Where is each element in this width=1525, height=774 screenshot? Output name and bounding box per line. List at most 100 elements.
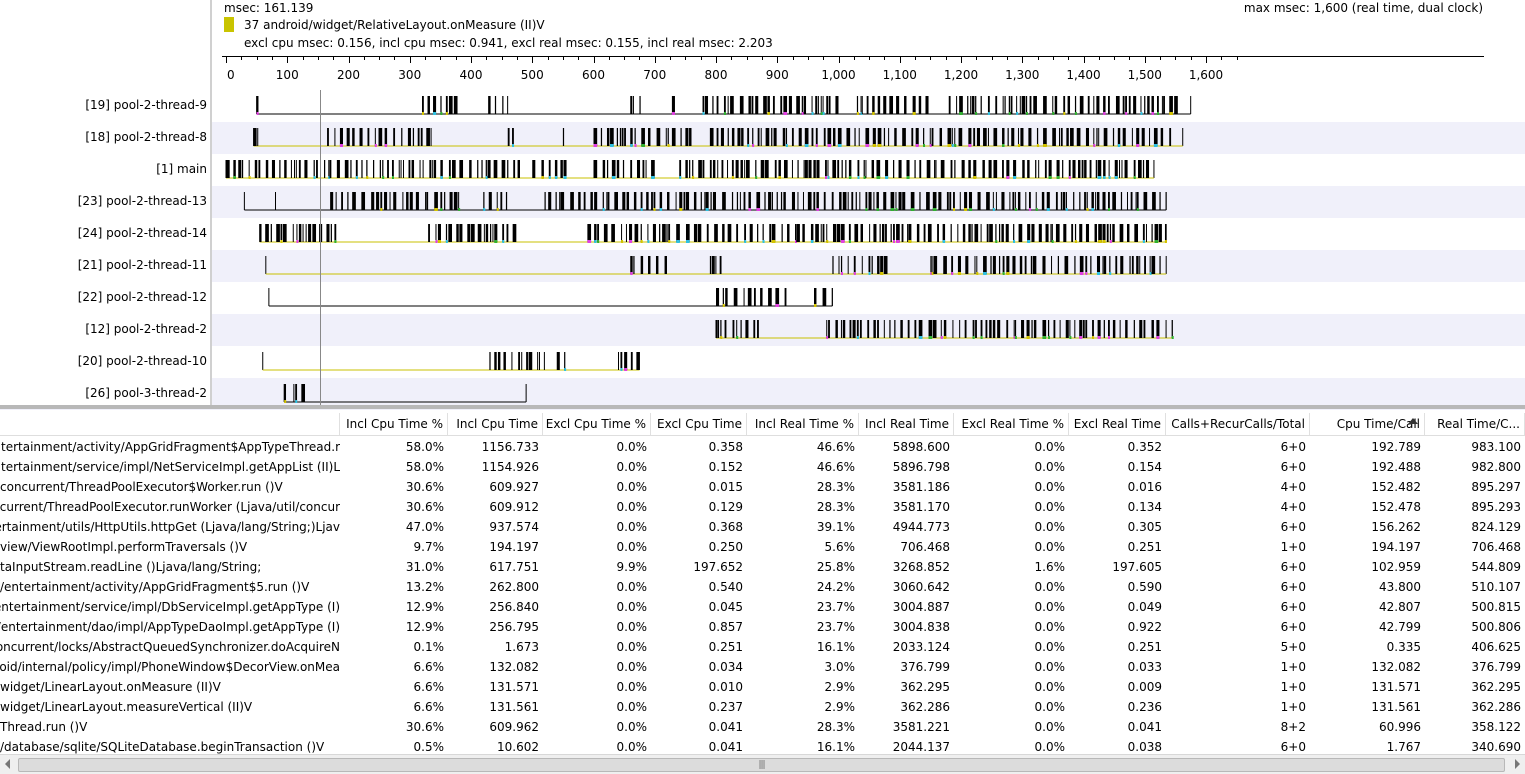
method-name-cell: entertainment/activity/AppGridFragment$A…: [0, 437, 340, 457]
thread-label[interactable]: [19] pool-2-thread-9: [85, 98, 207, 112]
column-header[interactable]: Real Time/C...: [1425, 413, 1525, 435]
scrollbar-thumb[interactable]: |||: [18, 758, 1505, 772]
metric-cell: 156.262: [1371, 520, 1421, 534]
method-call-bar: [709, 160, 712, 178]
thread-label[interactable]: [26] pool-3-thread-2: [85, 386, 207, 400]
method-color-mark: [422, 112, 424, 115]
method-call-bar: [431, 160, 433, 178]
pane-splitter[interactable]: [0, 405, 1525, 409]
table-row[interactable]: entertainment/service/impl/NetServiceImp…: [0, 457, 1525, 477]
thread-label[interactable]: [20] pool-2-thread-10: [77, 354, 207, 368]
thread-row[interactable]: [0, 314, 1525, 346]
thread-label[interactable]: [21] pool-2-thread-11: [77, 258, 207, 272]
timeline-panel[interactable]: [19] pool-2-thread-9 [18] pool-2-thread-8…: [0, 0, 1525, 410]
method-color-mark: [494, 240, 498, 243]
method-color-mark: [587, 240, 592, 243]
column-header[interactable]: Excl Cpu Time: [651, 413, 747, 435]
method-call-bar: [988, 160, 992, 178]
method-call-bar: [640, 256, 644, 274]
table-row[interactable]: taInputStream.readLine ()Ljava/lang/Stri…: [0, 557, 1525, 577]
thread-row[interactable]: [0, 218, 1525, 250]
table-row[interactable]: Thread.run ()V 30.6% 609.962 0.0% 0.041 28.3%…: [0, 717, 1525, 737]
method-call-bar: [721, 160, 724, 178]
method-call-bar: [477, 224, 482, 242]
thread-row[interactable]: [0, 250, 1525, 282]
method-call-bar: [848, 224, 851, 242]
metric-cell: 1+0: [1280, 540, 1306, 554]
table-row[interactable]: /entertainment/activity/AppGridFragment$…: [0, 577, 1525, 597]
method-call-bar: [511, 352, 513, 370]
table-row[interactable]: concurrent/ThreadPoolExecutor.runWorker …: [0, 497, 1525, 517]
column-divider[interactable]: [210, 0, 212, 405]
method-call-bar: [859, 320, 862, 338]
time-ruler[interactable]: 0 100 200 300 400 500 600 700 800 900 1,000 1,100 1,…: [222, 56, 1484, 86]
column-header[interactable]: Excl Cpu Time %: [543, 413, 651, 435]
method-color-mark: [1136, 208, 1139, 211]
table-row[interactable]: widget/LinearLayout.onMeasure (II)V 6.6% 1…: [0, 677, 1525, 697]
method-call-bar: [1145, 160, 1150, 178]
table-row[interactable]: widget/LinearLayout.measureVertical (II)…: [0, 697, 1525, 717]
column-header[interactable]: Incl Real Time %: [747, 413, 859, 435]
thread-label[interactable]: [18] pool-2-thread-8: [85, 130, 207, 144]
thread-label[interactable]: [12] pool-2-thread-2: [85, 322, 207, 336]
method-call-bar: [477, 160, 479, 178]
method-call-bar: [837, 128, 842, 146]
method-color-mark: [980, 336, 983, 339]
method-call-bar: [928, 320, 933, 338]
thread-row[interactable]: [0, 378, 1525, 410]
method-color-mark: [1074, 112, 1077, 115]
column-header[interactable]: Excl Real Time: [1069, 413, 1166, 435]
method-call-bar: [1131, 256, 1134, 274]
method-call-bar: [622, 160, 625, 178]
sort-ascending-icon[interactable]: [1408, 418, 1418, 424]
column-header[interactable]: Calls+RecurCalls/Total: [1166, 413, 1310, 435]
time-cursor[interactable]: [320, 90, 321, 405]
table-row[interactable]: view/ViewRootImpl.performTraversals ()V 9…: [0, 537, 1525, 557]
method-call-bar: [1062, 192, 1066, 210]
thread-tracks[interactable]: [0, 0, 1525, 405]
thread-label[interactable]: [1] main: [156, 162, 207, 176]
scroll-right-arrow-icon[interactable]: [1515, 759, 1520, 769]
method-color-mark: [947, 144, 952, 147]
table-row[interactable]: entertainment/activity/AppGridFragment$A…: [0, 437, 1525, 457]
method-color-mark: [1065, 208, 1068, 211]
table-row[interactable]: roid/internal/policy/impl/PhoneWindow$De…: [0, 657, 1525, 677]
column-header[interactable]: Incl Real Time: [859, 413, 954, 435]
thread-label[interactable]: [22] pool-2-thread-12: [77, 290, 207, 304]
method-call-bar: [967, 96, 969, 114]
method-color-mark: [1017, 144, 1020, 147]
thread-label[interactable]: [24] pool-2-thread-14: [77, 226, 207, 240]
method-call-bar: [376, 192, 380, 210]
table-row[interactable]: concurrent/ThreadPoolExecutor$Worker.run…: [0, 477, 1525, 497]
metric-cell: 43.800: [1379, 580, 1421, 594]
column-header[interactable]: Incl Cpu Time %: [340, 413, 448, 435]
table-row[interactable]: /entertainment/dao/impl/AppTypeDaoImpl.g…: [0, 617, 1525, 637]
ruler-minor-tick: [761, 56, 763, 60]
method-name: widget/LinearLayout.onMeasure (II)V: [0, 680, 221, 694]
thread-label[interactable]: [23] pool-2-thread-13: [77, 194, 207, 208]
method-call-bar: [256, 96, 259, 114]
method-call-bar: [762, 224, 764, 242]
thread-row[interactable]: [0, 346, 1525, 378]
method-call-bar: [780, 192, 783, 210]
column-header[interactable]: Incl Cpu Time: [448, 413, 543, 435]
method-call-bar: [1131, 128, 1133, 146]
method-call-bar: [896, 224, 900, 242]
table-row[interactable]: /entertainment/service/impl/DbServiceImp…: [0, 597, 1525, 617]
method-color-mark: [953, 208, 956, 211]
horizontal-scrollbar[interactable]: |||: [0, 754, 1525, 774]
method-call-bar: [483, 192, 485, 210]
thread-row[interactable]: [0, 90, 1525, 122]
table-row[interactable]: entertainment/utils/HttpUtils.httpGet (L…: [0, 517, 1525, 537]
table-row[interactable]: /database/sqlite/SQLiteDatabase.beginTra…: [0, 737, 1525, 754]
method-color-mark: [876, 176, 881, 179]
column-header[interactable]: [0, 413, 340, 435]
column-header[interactable]: Cpu Time/Call: [1310, 413, 1425, 435]
column-header[interactable]: Excl Real Time %: [954, 413, 1069, 435]
method-call-bar: [583, 192, 586, 210]
scroll-left-arrow-icon[interactable]: [5, 759, 10, 769]
thread-row[interactable]: [0, 186, 1525, 218]
method-call-bar: [602, 160, 606, 178]
table-row[interactable]: /concurrent/locks/AbstractQueuedSynchron…: [0, 637, 1525, 657]
ruler-minor-tick: [379, 56, 381, 60]
